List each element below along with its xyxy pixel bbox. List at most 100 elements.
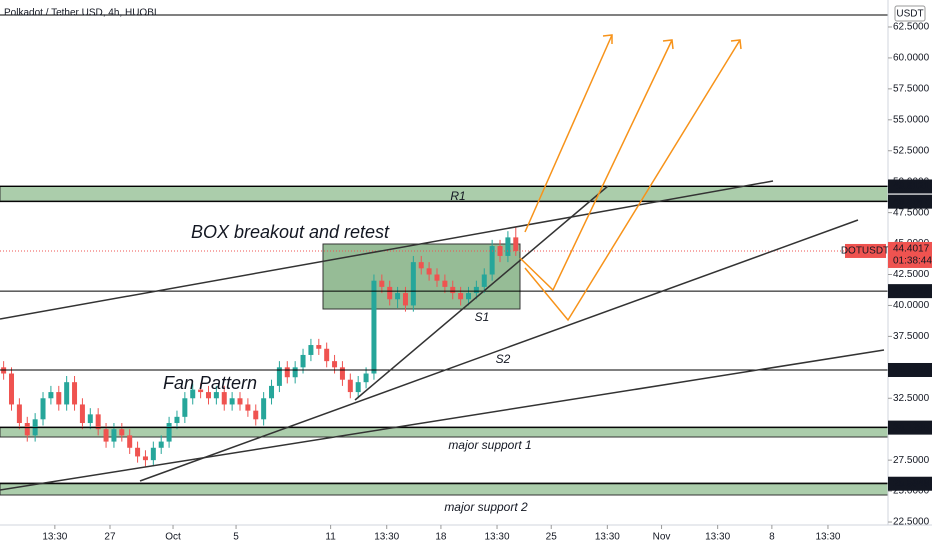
candle-body: [497, 246, 503, 256]
y-tick-label: 37.5000: [893, 331, 930, 342]
candle-body: [473, 286, 479, 294]
candle-body: [174, 416, 180, 424]
candle-body: [276, 367, 282, 386]
candle-body: [410, 262, 416, 306]
candle-body: [142, 456, 148, 461]
candle-body: [9, 373, 15, 405]
trendline: [354, 185, 609, 401]
candle-body: [119, 429, 125, 436]
candle-body: [64, 382, 70, 405]
x-tick-label: 25: [546, 532, 558, 543]
x-tick-label: 13:30: [374, 532, 399, 543]
candle-body: [16, 404, 22, 424]
x-tick-label: 27: [104, 532, 116, 543]
y-tick-label: 25.0000: [893, 486, 930, 497]
trendline: [0, 180, 774, 320]
level-label: 34.7849: [893, 365, 930, 376]
candle-body: [426, 268, 432, 275]
candle-body: [505, 237, 511, 256]
candle-body: [466, 293, 472, 300]
projection-arrow: [524, 34, 613, 233]
candle-body: [363, 373, 369, 383]
symbol-box: [845, 243, 886, 258]
level-label: 49.6121: [893, 181, 930, 192]
arrow-head: [602, 34, 613, 44]
level-label: 25.5946: [893, 478, 930, 489]
candle-body: [24, 423, 30, 436]
level-label: 48.3867: [893, 196, 930, 207]
candle-body: [87, 414, 93, 424]
trendline: [0, 349, 885, 491]
y-tick-label: 42.5000: [893, 269, 930, 280]
y-tick-label: 55.0000: [893, 114, 930, 125]
r1-zone: [0, 185, 889, 202]
candle-body: [284, 367, 290, 378]
candle-body: [72, 382, 78, 405]
y-tick-label: 22.5000: [893, 517, 930, 528]
annotation: S1: [475, 310, 490, 324]
annotation: major support 2: [444, 500, 528, 514]
plot: [0, 185, 888, 485]
x-tick-label: 13:30: [705, 532, 730, 543]
projection-arrow: [524, 39, 741, 322]
candle-body: [221, 392, 227, 405]
y-tick-label: 32.5000: [893, 393, 930, 404]
candle-body: [339, 367, 345, 380]
candle-body: [387, 286, 393, 300]
y-tick-label: 60.0000: [893, 53, 930, 64]
candle-body: [450, 286, 456, 294]
x-tick-label: 11: [325, 532, 336, 543]
candle-body: [300, 354, 306, 368]
support2-zone: [0, 482, 889, 496]
candle-body: [261, 398, 267, 420]
candle-body: [229, 398, 235, 405]
candle-body: [458, 293, 464, 300]
candle-body: [316, 345, 322, 349]
y-tick-label: 52.5000: [893, 145, 930, 156]
candle-body: [205, 392, 211, 399]
level-label-box: [888, 420, 932, 435]
x-tick-label: 8: [769, 532, 775, 543]
level-label-box: [888, 194, 932, 209]
y-tick-label: 27.5000: [893, 455, 930, 466]
candle-body: [79, 404, 85, 424]
x-tick-label: 5: [233, 532, 239, 543]
countdown: 01:38:44: [893, 256, 932, 267]
y-tick-label: 57.5000: [893, 84, 930, 95]
y-tick-label: 40.0000: [893, 300, 930, 311]
candle-body: [253, 410, 259, 420]
arrow-head: [662, 39, 674, 50]
candle-body: [166, 423, 172, 442]
x-tick-label: 13:30: [485, 532, 510, 543]
candle-body: [245, 404, 251, 411]
x-tick-label: 13:30: [595, 532, 620, 543]
candle-body: [269, 385, 275, 399]
candle-body: [332, 361, 338, 368]
candle-body: [395, 293, 401, 300]
candle-body: [48, 392, 54, 399]
level-label-box: [888, 179, 932, 194]
candle-body: [513, 237, 519, 251]
candle-body: [442, 280, 448, 287]
candle-body: [213, 392, 219, 399]
candle-body: [182, 398, 188, 417]
candle-body: [481, 274, 487, 287]
x-tick-label: 13:30: [815, 532, 840, 543]
candle-body: [371, 280, 377, 374]
candle-body: [103, 429, 109, 442]
projection-arrow: [519, 39, 673, 292]
price-box: [888, 241, 932, 268]
candle-body: [355, 382, 361, 393]
x-tick-label: Oct: [165, 532, 181, 543]
candle-body: [402, 293, 408, 306]
candle-body: [434, 274, 440, 281]
candle-body: [418, 262, 424, 269]
level-label-box: [888, 476, 932, 491]
drawings: [0, 34, 885, 491]
candle-body: [56, 392, 62, 405]
candle-body: [347, 379, 353, 393]
y-tick-label: 47.5000: [893, 207, 930, 218]
annotation: Fan Pattern: [163, 373, 257, 393]
candle-body: [489, 246, 495, 275]
